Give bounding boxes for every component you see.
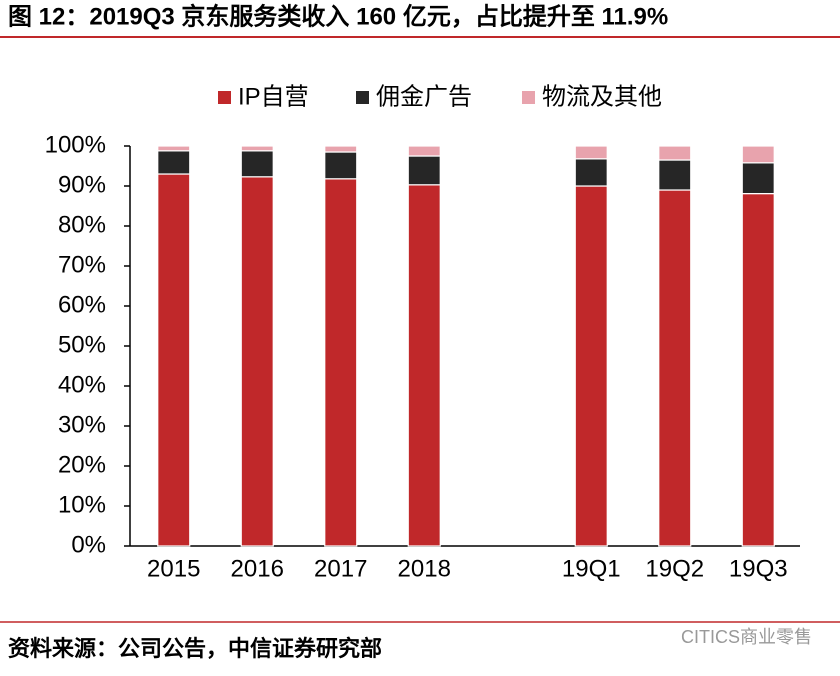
x-tick-label: 2015 — [147, 555, 200, 582]
x-tick-label: 19Q3 — [729, 555, 788, 582]
y-tick-label: 90% — [58, 171, 106, 198]
bar-segment — [157, 145, 191, 152]
legend-label: 佣金广告 — [376, 83, 472, 110]
figure-title: 图 12：2019Q3 京东服务类收入 160 亿元，占比提升至 11.9% — [8, 2, 668, 30]
y-tick-label: 80% — [58, 211, 106, 238]
y-tick-label: 0% — [71, 531, 106, 558]
bar-segment — [741, 162, 775, 195]
bar-segment — [574, 158, 608, 187]
x-tick-label: 19Q1 — [562, 555, 621, 582]
bar-segment — [658, 159, 692, 191]
y-tick-label: 30% — [58, 411, 106, 438]
bar-segment — [240, 150, 274, 178]
bar-segment — [658, 145, 692, 161]
x-tick-label: 2018 — [398, 555, 451, 582]
x-tick-label: 2017 — [314, 555, 367, 582]
x-tick-label: 19Q2 — [645, 555, 704, 582]
bar-segment — [574, 145, 608, 160]
y-tick-label: 10% — [58, 491, 106, 518]
watermark: CITICS商业零售 — [681, 627, 812, 647]
legend-label: IP自营 — [238, 83, 309, 110]
bar-segment — [240, 176, 274, 547]
bar-segment — [741, 145, 775, 164]
y-tick-label: 40% — [58, 371, 106, 398]
legend-swatch — [356, 91, 369, 104]
y-tick-label: 20% — [58, 451, 106, 478]
y-tick-label: 100% — [45, 131, 106, 158]
bar-segment — [324, 178, 358, 547]
bar-segment — [324, 145, 358, 153]
y-tick-label: 50% — [58, 331, 106, 358]
bar-segment — [407, 155, 441, 186]
bar-segment — [658, 189, 692, 547]
bar-segment — [324, 151, 358, 180]
legend-swatch — [522, 91, 535, 104]
bar-segment — [574, 185, 608, 547]
bar-segment — [407, 184, 441, 547]
bar-segment — [407, 145, 441, 157]
x-tick-label: 2016 — [231, 555, 284, 582]
y-tick-label: 70% — [58, 251, 106, 278]
source: 资料来源：公司公告，中信证券研究部 — [8, 636, 382, 661]
legend-swatch — [218, 91, 231, 104]
legend-label: 物流及其他 — [542, 83, 662, 110]
bar-segment — [157, 150, 191, 175]
bar-segment — [741, 193, 775, 547]
bar-segment — [240, 145, 274, 152]
bar-segment — [157, 173, 191, 547]
y-tick-label: 60% — [58, 291, 106, 318]
